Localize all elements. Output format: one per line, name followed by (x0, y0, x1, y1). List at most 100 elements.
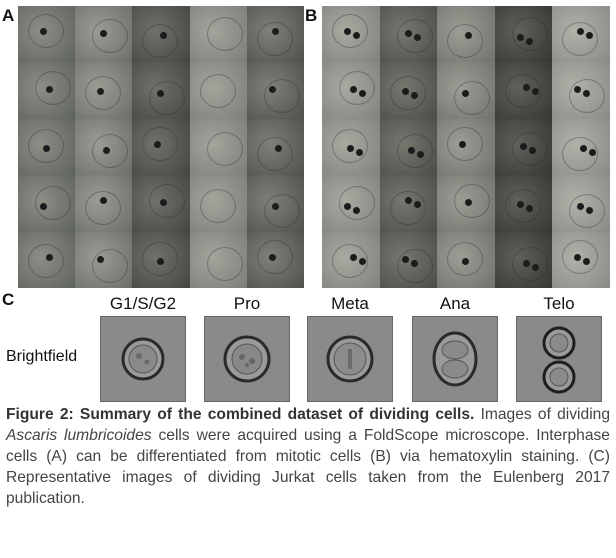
interphase-micrograph-tile (132, 6, 190, 63)
cell-outline (447, 126, 484, 161)
cell-outline (142, 126, 179, 161)
cell-outline (562, 239, 599, 274)
mitotic-micrograph-tile (552, 6, 610, 63)
cell-outline (332, 14, 368, 48)
nucleus (271, 28, 279, 35)
nucleus (462, 257, 470, 265)
nucleus (577, 203, 585, 211)
caption-text-1: Images of dividing (480, 406, 611, 423)
mitotic-micrograph-tile (322, 6, 380, 63)
interphase-micrograph-tile (75, 118, 133, 176)
caption-text-2: cells were acquired using a FoldScope mi… (6, 427, 610, 507)
interphase-micrograph-tile (246, 6, 304, 63)
nucleus (103, 146, 111, 154)
brightfield-row-label: Brightfield (6, 348, 78, 365)
mitotic-micrograph-tile (322, 118, 380, 176)
interphase-micrograph-tile (189, 6, 247, 63)
cell-outline (562, 22, 599, 56)
cell-outline (569, 79, 606, 114)
cell-outline (396, 248, 433, 283)
interphase-micrograph-tile (246, 118, 304, 176)
cell-outline (339, 186, 375, 221)
nucleus (531, 88, 539, 96)
nucleus (97, 88, 105, 96)
nucleus (404, 30, 412, 37)
caption-species: Ascaris lumbricoides (6, 427, 152, 444)
nucleus (268, 253, 276, 261)
nucleus (359, 257, 366, 265)
caption-title: Figure 2: Summary of the combined datase… (6, 406, 475, 423)
interphase-micrograph-tile (18, 231, 76, 288)
cell-outline (199, 74, 236, 109)
brightfield-image-metaphase (307, 316, 393, 402)
nucleus (516, 201, 524, 209)
cell-outline (92, 133, 129, 168)
cell-outline (35, 186, 71, 221)
cell-outline (28, 128, 64, 163)
cell-outline (256, 136, 293, 171)
mitotic-micrograph-tile (494, 118, 553, 176)
mitotic-micrograph-tile (322, 231, 380, 288)
nucleus (268, 86, 276, 94)
mitotic-micrograph-tile (379, 62, 438, 119)
cell-outline (92, 19, 129, 53)
brightfield-image-telophase (516, 316, 602, 402)
nucleus (43, 144, 50, 152)
nucleus (519, 142, 527, 150)
cell-outline (149, 81, 186, 116)
nucleus (522, 84, 530, 92)
panel-label-a: A (2, 6, 15, 25)
interphase-micrograph-tile (132, 62, 190, 119)
panel-label-c: C (2, 290, 15, 309)
nucleus (344, 203, 351, 211)
cell-outline (199, 189, 236, 224)
nucleus (589, 148, 597, 156)
cell-outline (263, 194, 300, 229)
stage-label-interphase: G1/S/G2 (109, 294, 177, 313)
mitotic-micrograph-tile (437, 118, 495, 176)
nucleus (401, 255, 409, 263)
nucleus (404, 197, 412, 205)
cell-outline (332, 128, 368, 163)
interphase-micrograph-tile (18, 175, 76, 232)
nucleus (574, 86, 582, 94)
brightfield-image-anaphase (412, 316, 498, 402)
cell-outline (142, 241, 179, 276)
stage-label-telophase: Telo (543, 294, 575, 313)
interphase-micrograph-tile (18, 6, 76, 63)
nucleus (46, 253, 53, 261)
nucleus (531, 263, 539, 271)
cell-outline (511, 17, 548, 51)
cell-outline (28, 14, 64, 48)
mitotic-cell-grid (322, 6, 610, 288)
mitotic-micrograph-tile (437, 62, 495, 119)
nucleus (401, 88, 409, 96)
interphase-micrograph-tile (75, 62, 133, 119)
cell-outline (332, 243, 368, 278)
stage-label-metaphase: Meta (331, 294, 369, 313)
nucleus (97, 255, 105, 263)
cell-outline (562, 136, 599, 171)
mitotic-micrograph-tile (322, 175, 380, 232)
nucleus (274, 144, 282, 152)
nucleus (459, 140, 467, 148)
mitotic-micrograph-tile (322, 62, 380, 119)
interphase-micrograph-tile (75, 6, 133, 63)
nucleus (580, 144, 588, 152)
nucleus (416, 150, 424, 158)
cell-outline (389, 191, 426, 226)
mitotic-micrograph-tile (552, 231, 610, 288)
interphase-micrograph-tile (189, 231, 247, 288)
nucleus (413, 34, 421, 41)
nucleus (574, 253, 582, 261)
interphase-micrograph-tile (75, 231, 133, 288)
interphase-micrograph-tile (246, 231, 304, 288)
cell-outline (454, 81, 491, 116)
nucleus (350, 253, 357, 261)
mitotic-micrograph-tile (379, 118, 438, 176)
cell-outline (142, 24, 179, 58)
nucleus (516, 34, 524, 41)
mitotic-micrograph-tile (437, 231, 495, 288)
cell-outline (504, 189, 541, 224)
cell-outline (389, 76, 426, 111)
